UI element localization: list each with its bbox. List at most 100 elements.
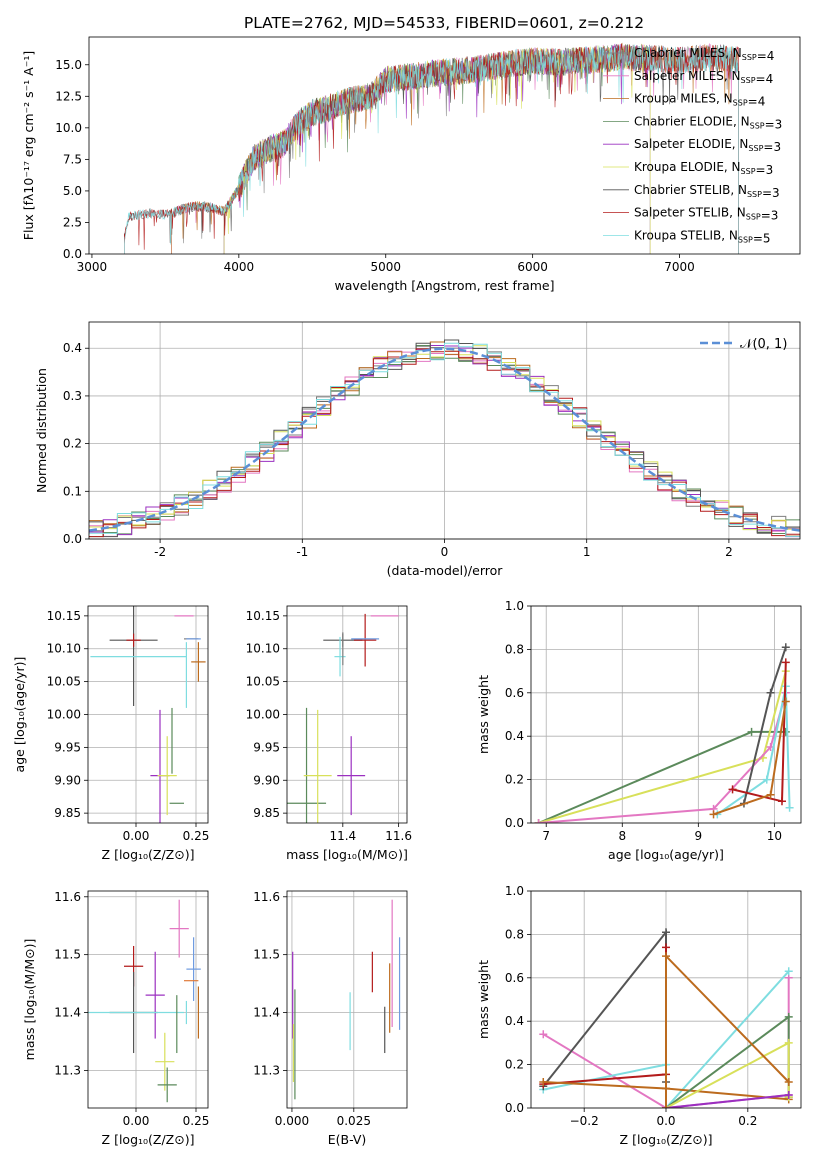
y-tick-label: 12.5 — [55, 89, 82, 103]
x-tick-label: 6000 — [517, 260, 548, 274]
x-axis-label: mass [log₁₀(M/M⊙)] — [286, 847, 408, 862]
plot-area — [90, 606, 206, 823]
figure-title: PLATE=2762, MJD=54533, FIBERID=0601, z=0… — [244, 14, 644, 32]
x-tick-label: 0.25 — [183, 1114, 210, 1128]
weight-marker — [728, 785, 737, 794]
plot-area — [534, 643, 794, 823]
y-axis-label: Normed distribution — [34, 368, 49, 493]
y-tick-label: 10.10 — [246, 642, 280, 656]
weight-line — [665, 953, 790, 1108]
y-axis-label: Flux [fλ10⁻¹⁷ erg cm⁻² s⁻¹ A⁻¹] — [21, 51, 36, 240]
weight-line — [538, 730, 786, 823]
weight-line — [665, 1094, 789, 1108]
x-tick-label: 9 — [695, 829, 703, 843]
legend-label: Chabrier MILES, NSSP=4 — [634, 46, 774, 63]
plot-area — [539, 928, 793, 1108]
x-tick-label: 11.6 — [385, 829, 412, 843]
y-tick-label: 0.4 — [505, 1014, 524, 1028]
x-axis-label: Z [log₁₀(Z/Z⊙)] — [102, 847, 195, 862]
x-tick-label: 1 — [583, 545, 591, 559]
y-tick-label: 9.85 — [54, 806, 81, 820]
x-tick-label: 10 — [767, 829, 782, 843]
y-tick-label: 0.8 — [505, 642, 524, 656]
y-tick-label: 9.90 — [54, 773, 81, 787]
x-tick-label: 0.2 — [738, 1114, 757, 1128]
weight-marker — [662, 952, 670, 961]
x-tick-label: 0.00 — [123, 1114, 150, 1128]
y-tick-label: 15.0 — [55, 58, 82, 72]
x-axis-label: wavelength [Angstrom, rest frame] — [334, 278, 554, 293]
weight-marker — [781, 658, 790, 667]
weight-marker — [785, 803, 794, 812]
y-tick-label: 0.0 — [63, 247, 82, 261]
weight-marker — [784, 967, 793, 976]
x-tick-label: 0.000 — [275, 1114, 309, 1128]
weight-marker — [784, 1012, 793, 1021]
axes-frame — [530, 605, 802, 824]
y-tick-label: 0.2 — [63, 437, 82, 451]
spectrum-line — [124, 44, 739, 254]
weight-marker — [762, 775, 771, 784]
weight-marker — [766, 790, 775, 799]
x-tick-label: 5000 — [370, 260, 401, 274]
legend-label: 𝒩(0, 1) — [740, 337, 787, 352]
y-tick-label: 10.15 — [47, 609, 81, 623]
weight-marker — [747, 727, 756, 736]
weight-line — [542, 929, 667, 1087]
y-tick-label: 0.0 — [505, 1101, 524, 1115]
legend-label: Salpeter STELIB, NSSP=3 — [634, 206, 778, 223]
weight-marker — [784, 1077, 793, 1086]
y-tick-label: 5.0 — [63, 184, 82, 198]
y-tick-label: 0.0 — [63, 532, 82, 546]
y-tick-label: 11.6 — [54, 890, 81, 904]
y-tick-label: 0.1 — [63, 484, 82, 498]
x-tick-label: 0 — [441, 545, 449, 559]
x-tick-label: 8 — [618, 829, 626, 843]
weight-marker — [766, 688, 775, 697]
y-tick-label: 1.0 — [505, 599, 524, 613]
y-tick-label: 11.3 — [253, 1063, 280, 1077]
legend-label: Kroupa STELIB, NSSP=5 — [634, 228, 771, 245]
weight-marker — [709, 810, 718, 819]
mass_vs_ebv-panel: 0.000 0.025 11.3 11.4 11.5 11.6 E(B-V) — [253, 890, 408, 1147]
y-tick-label: 10.05 — [246, 675, 280, 689]
x-tick-label: 7 — [542, 829, 550, 843]
legend-label: Chabrier STELIB, NSSP=3 — [634, 183, 780, 200]
y-tick-label: 0.4 — [63, 341, 82, 355]
weight-marker — [777, 797, 786, 806]
y-axis-label: age [log₁₀(age/yr)] — [12, 657, 27, 773]
y-tick-label: 10.0 — [55, 121, 82, 135]
y-tick-label: 11.4 — [54, 1006, 81, 1020]
y-tick-label: 2.5 — [63, 215, 82, 229]
x-axis-label: Z [log₁₀(Z/Z⊙)] — [620, 1132, 713, 1147]
plot-area — [292, 899, 401, 1100]
x-tick-label: 4000 — [224, 260, 255, 274]
age_vs_mass-panel: 11.4 11.6 9.85 9.90 9.95 10.00 10.05 10.10 10.15… — [246, 605, 412, 862]
axes-frame — [286, 890, 408, 1109]
weight-marker — [539, 1077, 548, 1086]
histogram-panel: -2 -1 0 1 2 0.0 0.1 0.2 0.3 0.4 (data-model)/error… — [34, 321, 801, 578]
x-axis-label: age [log₁₀(age/yr)] — [608, 847, 724, 862]
y-tick-label: 0.6 — [505, 971, 524, 985]
y-tick-label: 10.00 — [246, 708, 280, 722]
mass_weight_vs_metallicity-panel: −0.2 0.0 0.2 0.0 0.2 0.4 0.6 0.8 1.0 Z [log₁₀(Z/Z… — [476, 884, 802, 1147]
weight-line — [538, 692, 787, 823]
x-tick-label: −0.2 — [570, 1114, 599, 1128]
x-axis-label: (data-model)/error — [387, 563, 504, 578]
plot-area — [88, 899, 201, 1103]
y-tick-label: 9.90 — [253, 773, 280, 787]
weight-marker — [534, 819, 543, 823]
weight-line — [716, 686, 791, 816]
y-tick-label: 1.0 — [505, 884, 524, 898]
mass_vs_metallicity-panel: 0.00 0.25 11.3 11.4 11.5 11.6 Z [log₁₀(Z/Z⊙)] m… — [22, 890, 209, 1147]
x-tick-label: 3000 — [77, 260, 108, 274]
plot-area — [89, 339, 800, 538]
y-tick-label: 11.6 — [253, 890, 280, 904]
y-tick-label: 11.5 — [253, 948, 280, 962]
legend-label: Kroupa MILES, NSSP=4 — [634, 92, 765, 109]
y-tick-label: 0.8 — [505, 927, 524, 941]
y-tick-label: 11.4 — [253, 1006, 280, 1020]
weight-marker — [781, 643, 790, 652]
legend-label: Kroupa ELODIE, NSSP=3 — [634, 160, 773, 177]
histogram-step — [89, 342, 800, 537]
